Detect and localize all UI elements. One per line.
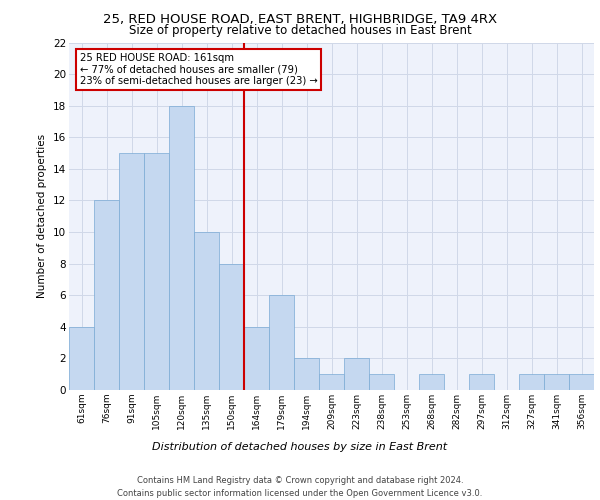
Text: 25 RED HOUSE ROAD: 161sqm
← 77% of detached houses are smaller (79)
23% of semi-: 25 RED HOUSE ROAD: 161sqm ← 77% of detac…	[79, 53, 317, 86]
Bar	[319, 374, 344, 390]
Bar	[144, 153, 169, 390]
Bar	[294, 358, 319, 390]
Bar	[544, 374, 569, 390]
Text: 25, RED HOUSE ROAD, EAST BRENT, HIGHBRIDGE, TA9 4RX: 25, RED HOUSE ROAD, EAST BRENT, HIGHBRID…	[103, 12, 497, 26]
Text: Size of property relative to detached houses in East Brent: Size of property relative to detached ho…	[128, 24, 472, 37]
Y-axis label: Number of detached properties: Number of detached properties	[37, 134, 47, 298]
Bar	[569, 374, 594, 390]
Bar	[219, 264, 244, 390]
Bar	[169, 106, 194, 390]
Bar	[94, 200, 119, 390]
Bar	[119, 153, 144, 390]
Bar	[519, 374, 544, 390]
Text: Distribution of detached houses by size in East Brent: Distribution of detached houses by size …	[152, 442, 448, 452]
Bar	[194, 232, 219, 390]
Bar	[344, 358, 369, 390]
Bar	[69, 327, 94, 390]
Bar	[469, 374, 494, 390]
Bar	[269, 295, 294, 390]
Text: Contains HM Land Registry data © Crown copyright and database right 2024.: Contains HM Land Registry data © Crown c…	[137, 476, 463, 485]
Text: Contains public sector information licensed under the Open Government Licence v3: Contains public sector information licen…	[118, 489, 482, 498]
Bar	[244, 327, 269, 390]
Bar	[369, 374, 394, 390]
Bar	[419, 374, 444, 390]
